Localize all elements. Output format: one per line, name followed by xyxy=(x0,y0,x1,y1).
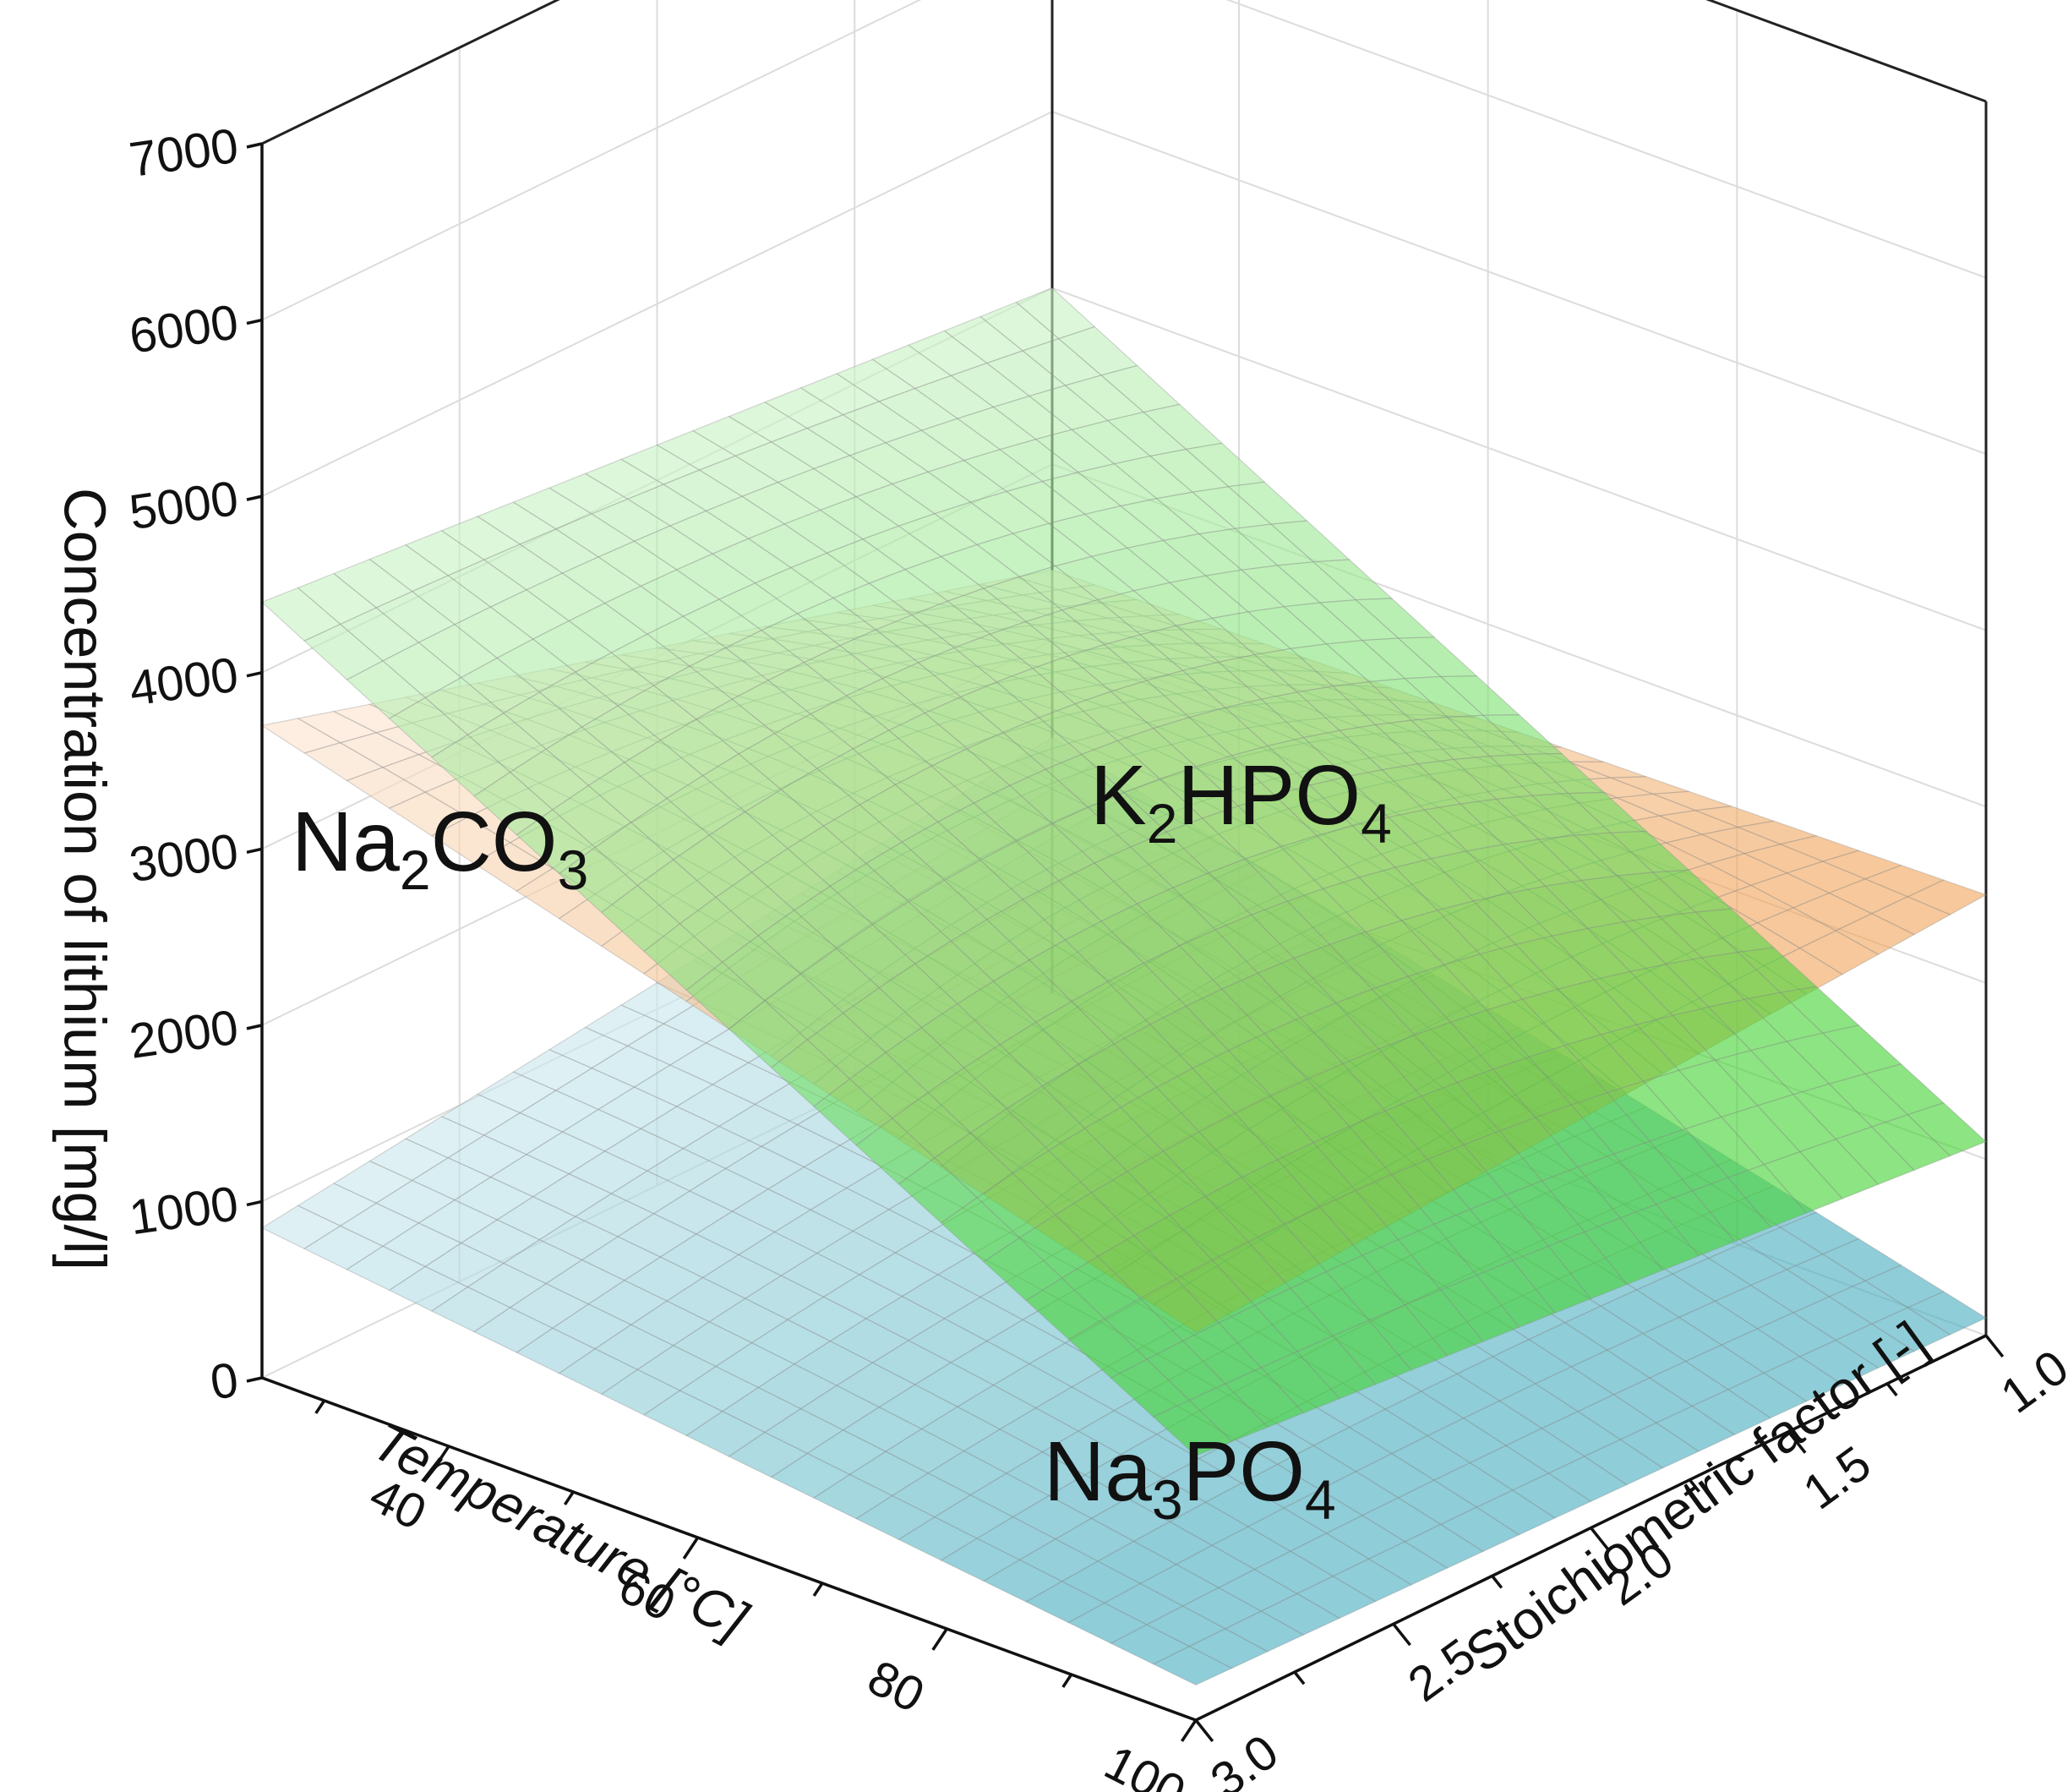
y-minor-tick-mark xyxy=(1491,1575,1503,1589)
svg-text:Concentration of lithium [mg/l: Concentration of lithium [mg/l] xyxy=(52,488,118,1270)
x-tick-mark xyxy=(434,1445,450,1468)
z-tick-mark xyxy=(246,318,263,325)
x-tick-mark xyxy=(682,1537,700,1560)
surfaces xyxy=(260,287,1988,1685)
label-na2co3: Na2CO3 xyxy=(292,795,588,901)
x-tick-mark xyxy=(1181,1719,1198,1742)
y-tick-mark xyxy=(1787,1430,1807,1454)
z-tick-mark xyxy=(246,1199,263,1207)
z-tick-label: 1000 xyxy=(126,1176,242,1245)
x-minor-tick-mark xyxy=(314,1400,326,1414)
z-tick-mark xyxy=(246,847,263,854)
surface-k2hpo4 xyxy=(260,287,1988,1456)
z-axis-title: Concentration of lithium [mg/l] xyxy=(52,488,118,1270)
z-tick-mark xyxy=(246,1024,263,1030)
wall-grid-z xyxy=(261,0,1987,321)
surface-cell xyxy=(1152,1646,1233,1685)
z-tick-mark xyxy=(246,671,263,678)
y-minor-tick-mark xyxy=(1885,1382,1898,1397)
z-tick-mark xyxy=(246,1376,263,1383)
z-tick-label: 0 xyxy=(207,1352,242,1411)
z-tick-label: 4000 xyxy=(126,647,242,716)
y-minor-tick-mark xyxy=(1293,1671,1306,1685)
surface-cell xyxy=(1152,1399,1233,1456)
y-tick-mark xyxy=(1392,1623,1411,1647)
z-tick-label: 6000 xyxy=(126,294,242,363)
y-tick-mark xyxy=(1984,1334,2005,1358)
y-tick-label: 1.0 xyxy=(1991,1340,2068,1424)
x-minor-tick-mark xyxy=(1061,1674,1073,1688)
x-tick-label: 80 xyxy=(859,1650,933,1724)
y-tick-label: 3.0 xyxy=(1201,1724,1288,1792)
x-minor-tick-mark xyxy=(563,1491,575,1505)
label-na3po4: Na3PO4 xyxy=(1044,1424,1336,1531)
y-tick-mark xyxy=(1194,1718,1214,1743)
x-minor-tick-mark xyxy=(812,1582,824,1597)
y-minor-tick-mark xyxy=(1689,1478,1700,1493)
label-k2hpo4: K2HPO4 xyxy=(1090,748,1392,855)
svg-text:Temperature [°C]: Temperature [°C] xyxy=(363,1410,757,1651)
x-axis-title: Temperature [°C] xyxy=(363,1410,757,1651)
z-tick-mark xyxy=(246,494,263,501)
y-tick-mark xyxy=(1590,1527,1609,1550)
x-tick-label: 100 xyxy=(1096,1735,1194,1792)
z-tick-mark xyxy=(246,142,263,149)
z-tick-label: 3000 xyxy=(126,823,242,893)
x-tick-mark xyxy=(931,1628,948,1651)
x-axis-line xyxy=(261,1376,1197,1722)
z-tick-label: 2000 xyxy=(126,1000,242,1069)
z-tick-label: 5000 xyxy=(126,471,242,540)
z-tick-label: 7000 xyxy=(126,118,242,188)
top-edge xyxy=(261,0,1987,145)
